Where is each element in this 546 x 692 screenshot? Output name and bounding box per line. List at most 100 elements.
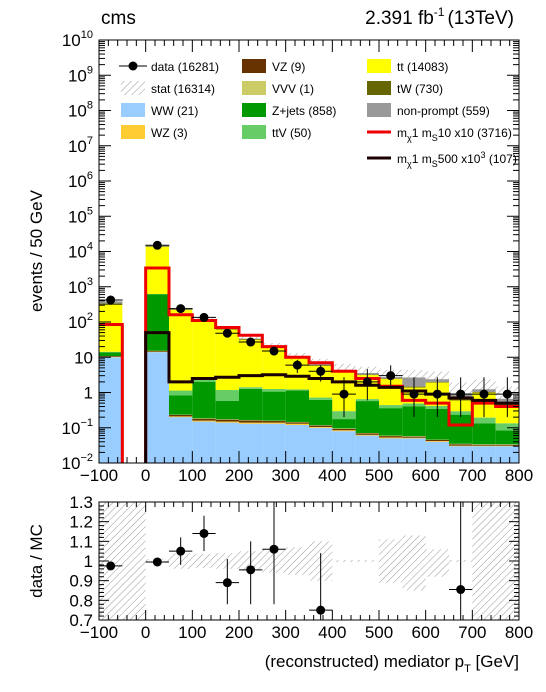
stack-bar <box>239 420 263 423</box>
legend-swatch <box>367 103 391 117</box>
stack-bar <box>379 437 403 439</box>
ratio-panel: −100 0 100 200 300 400 500 600 700 8000.70.80.911… <box>27 493 533 675</box>
ratio-band-bin <box>495 502 519 620</box>
ratio-point <box>169 537 193 565</box>
stack-bar <box>309 397 333 400</box>
ratio-x-tick-label: 300 <box>271 623 299 642</box>
stack-bar <box>309 425 333 428</box>
ratio-band-bin <box>192 554 216 568</box>
x-tick-label: 0 <box>141 466 150 485</box>
stack-bar <box>285 389 309 391</box>
legend-label: WZ (3) <box>151 126 188 140</box>
stack-bar <box>99 304 123 352</box>
legend-swatch <box>121 103 145 117</box>
signal-line-500 <box>144 331 519 463</box>
ratio-y-tick-label: 1 <box>84 552 93 571</box>
data-point <box>215 328 240 338</box>
stack-bar <box>495 423 519 431</box>
stack-bar <box>145 294 169 351</box>
stack-bar <box>285 390 309 422</box>
legend-label: WW (21) <box>151 104 198 118</box>
stack-bar <box>472 423 496 445</box>
ratio-y-tick-label: 1.2 <box>69 513 93 532</box>
stack-bar <box>215 422 239 463</box>
data-point <box>472 377 496 418</box>
stack-bar <box>192 320 216 380</box>
legend-entry-data <box>119 61 147 71</box>
legend-swatch <box>242 59 266 73</box>
stack-bar <box>379 405 403 409</box>
legend: data (16281) stat (16314) WW (21) WZ (3) VZ … <box>119 59 517 169</box>
stack-bar <box>99 356 123 357</box>
stack-bar <box>145 352 169 463</box>
ratio-point <box>192 515 216 552</box>
stack-bar <box>169 416 193 418</box>
stack-bar <box>99 351 123 353</box>
stack-bar <box>192 382 216 419</box>
legend-label-signal: mχ1 mS500 x103 (107) <box>397 150 517 169</box>
stack-bar <box>169 395 193 415</box>
ratio-x-tick-label: 700 <box>458 623 486 642</box>
ratio-x-tick-label: 800 <box>505 623 533 642</box>
data-point <box>238 337 263 347</box>
stack-bar <box>145 350 169 352</box>
ratio-band-bin <box>285 547 309 575</box>
ratio-x-tick-label: 600 <box>411 623 439 642</box>
ratio-y-tick-label: 1.3 <box>69 493 93 512</box>
y-tick-label: 109 <box>68 64 93 85</box>
y-tick-label: 1 <box>84 384 93 403</box>
stack-bar <box>262 423 286 463</box>
ratio-x-tick-label: 0 <box>141 623 150 642</box>
legend-label: VVV (1) <box>272 82 314 96</box>
y-tick-label: 1010 <box>62 29 93 50</box>
stack-bar <box>495 446 519 463</box>
stack-bar <box>449 444 473 446</box>
ratio-point <box>239 541 263 605</box>
stack-bar <box>99 352 123 357</box>
stack-bar <box>472 446 496 463</box>
ratio-x-tick-label: −100 <box>80 623 118 642</box>
y-tick-label: 10−1 <box>62 417 93 438</box>
stack-bar <box>262 391 286 421</box>
y-tick-label: 102 <box>68 311 93 332</box>
ratio-axes: −100 0 100 200 300 400 500 600 700 8000.70.80.911… <box>69 493 533 642</box>
ratio-band-bin <box>122 502 146 620</box>
legend-swatch <box>367 59 391 73</box>
stat-band-bin <box>402 370 426 380</box>
legend-label: non-prompt (559) <box>397 104 490 118</box>
stack-bar <box>425 408 449 440</box>
stack-bar <box>332 428 356 431</box>
stack-bar <box>449 446 473 463</box>
data-point <box>402 377 426 418</box>
ratio-band-bin <box>99 502 123 620</box>
legend-label: tW (730) <box>397 82 443 96</box>
legend-label: VZ (9) <box>272 60 305 74</box>
stack-bar <box>262 421 286 423</box>
stack-bar <box>332 419 356 429</box>
y-tick-label: 104 <box>68 241 93 262</box>
stack-bar <box>285 358 309 390</box>
stack-bar <box>355 435 379 463</box>
stack-bar <box>495 444 519 446</box>
stack-bar <box>239 388 263 421</box>
stack-bar <box>285 424 309 463</box>
legend-label: Z+jets (858) <box>272 104 336 118</box>
data-point <box>192 312 216 322</box>
x-tick-label: 400 <box>318 466 346 485</box>
legend-swatch-stat <box>121 81 145 95</box>
data-point <box>355 369 380 401</box>
stack-bar <box>332 431 356 463</box>
stack-bar <box>449 445 473 447</box>
main-histogram-panel: data (16281) stat (16314) WW (21) WZ (3) VZ … <box>27 29 533 485</box>
data-point <box>378 365 403 389</box>
y-tick-label: 10−2 <box>62 452 93 473</box>
stack-bar <box>309 427 333 428</box>
stack-bar <box>192 379 216 383</box>
data-point <box>145 240 170 250</box>
x-axis-label: (reconstructed) mediator pT [GeV] <box>265 652 519 675</box>
y-tick-label: 108 <box>68 100 93 121</box>
x-tick-label: 700 <box>458 466 486 485</box>
ratio-x-tick-label: 500 <box>365 623 393 642</box>
stack-bar <box>309 365 333 398</box>
x-tick-label: 100 <box>178 466 206 485</box>
